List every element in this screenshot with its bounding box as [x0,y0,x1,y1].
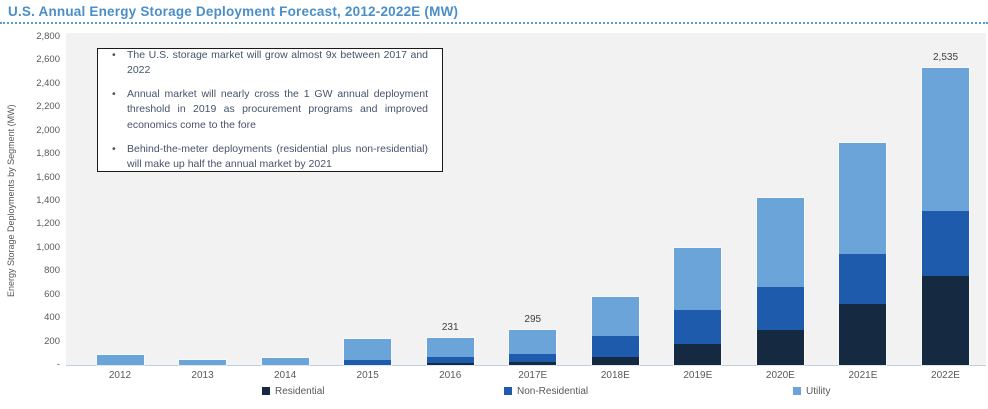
x-tick-label: 2021E [848,370,878,381]
bar-2020e [756,197,804,365]
bar-2022e [922,68,969,365]
y-tick-label: 400 [44,312,60,324]
y-tick-label: 2,200 [36,101,60,113]
bar-segment-utility [922,68,969,211]
bar-segment-non-residential [344,359,392,365]
y-tick-label: 1,000 [36,241,60,253]
bar-segment-utility [674,248,722,310]
bar-segment-non-residential [509,353,557,362]
legend-item-non-residential: Non-Residential [504,384,588,398]
bar-2016 [426,337,474,365]
bar-value-label: 295 [524,314,542,326]
bar-value-label: 2,535 [932,52,959,64]
bar-segment-utility [179,359,227,365]
y-tick-label: 2,400 [36,77,60,89]
bar-segment-residential [426,362,474,365]
y-tick-label: 200 [44,335,60,347]
x-tick-label: 2016 [439,370,462,381]
y-tick-label: - [56,359,60,370]
legend-label: Non-Residential [517,385,589,397]
bar-segment-residential [591,356,639,365]
bar-value-label: 231 [441,321,459,333]
bullet-item: Annual market will nearly cross the 1 GW… [110,87,428,133]
chart-title: U.S. Annual Energy Storage Deployment Fo… [8,4,459,19]
legend-label: Utility [806,385,831,397]
legend: Residential Non-Residential Utility [0,384,988,398]
bar-2021e [839,143,887,365]
bar-2015 [344,339,392,365]
bullet-item: The U.S. storage market will grow almost… [110,48,428,78]
bar-2013 [179,359,227,365]
bar-2012 [96,355,144,365]
bar-segment-residential [839,304,887,365]
y-tick-label: 1,600 [36,171,60,183]
y-tick-label: 2,000 [36,124,60,136]
y-tick-label: 1,400 [36,195,60,206]
legend-label: Residential [275,385,325,397]
legend-swatch-icon [793,387,801,395]
x-tick-label: 2019E [683,370,713,381]
y-tick-label: 800 [44,265,60,277]
y-tick-label: 600 [44,288,60,300]
annotation-bullet-list: The U.S. storage market will grow almost… [98,40,442,181]
legend-item-residential: Residential [262,384,324,398]
bar-segment-non-residential [756,286,804,330]
bar-2017e [509,330,557,365]
bar-segment-utility [591,297,639,336]
y-tick-label: 1,800 [36,148,60,160]
bar-segment-residential [756,329,804,365]
bullet-item: Behind-the-meter deployments (residentia… [110,142,428,172]
bar-2014 [261,357,309,365]
bar-2019e [674,248,722,365]
bar-segment-non-residential [922,210,969,276]
x-tick-label: 2013 [191,370,214,381]
x-tick-label: 2012 [108,370,132,381]
y-tick-label: 2,600 [36,54,60,66]
bar-segment-non-residential [839,253,887,305]
bar-segment-residential [509,361,557,365]
legend-item-utility: Utility [793,384,830,398]
bar-segment-utility [509,330,557,354]
x-tick-label: 2022E [931,370,960,381]
x-axis-labels: 2012 2013 2014 2015 2016 2017E 2018E 2019E 2020E… [66,369,986,382]
bar-2018e [591,297,639,365]
bar-segment-utility [756,197,804,287]
y-axis-ticks: - 200 400 600 800 1,000 1,200 1,400 1,600 1,800 2,… [16,31,60,370]
x-tick-label: 2014 [273,370,297,381]
title-underline [0,22,988,24]
x-tick-label: 2015 [356,370,379,381]
bar-segment-utility [839,143,887,254]
bar-segment-non-residential [591,335,639,357]
bar-segment-residential [922,275,969,365]
bar-segment-non-residential [674,309,722,344]
bar-segment-utility [344,339,392,360]
bar-segment-non-residential [426,356,474,363]
bar-segment-utility [426,337,474,357]
bar-segment-utility [261,357,309,365]
bar-segment-utility [96,355,144,365]
legend-swatch-icon [262,387,270,395]
plot-area: 231 295 2,535 [66,33,986,366]
x-tick-label: 2018E [600,370,630,381]
x-tick-label: 2020E [765,370,795,381]
y-tick-label: 1,200 [36,218,60,230]
annotation-box: The U.S. storage market will grow almost… [97,48,443,172]
legend-swatch-icon [504,387,512,395]
x-tick-label: 2017E [518,370,548,381]
y-tick-label: 2,800 [36,31,60,42]
bar-segment-residential [674,343,722,365]
